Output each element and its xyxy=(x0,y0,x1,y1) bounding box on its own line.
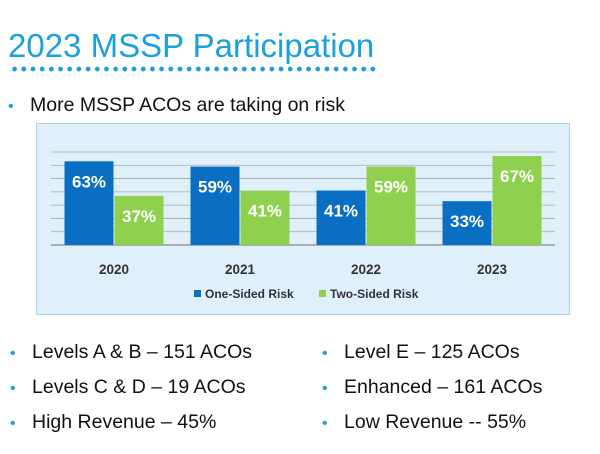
data-label: 33% xyxy=(450,212,484,231)
bullet-right-2-text: Enhanced – 161 ACOs xyxy=(344,376,543,398)
bar-two-sided-2020 xyxy=(114,195,164,245)
bullet-left-3-text: High Revenue – 45% xyxy=(32,411,217,433)
bullet-right-2: • Enhanced – 161 ACOs xyxy=(322,375,542,401)
bullet-right-1: • Level E – 125 ACOs xyxy=(322,340,520,366)
bar-one-sided-2022 xyxy=(316,190,366,245)
bar-two-sided-2023 xyxy=(492,155,542,245)
bar-two-sided-2021 xyxy=(240,190,290,245)
data-label: 59% xyxy=(198,178,232,197)
bullet-right-3-text: Low Revenue -- 55% xyxy=(344,411,527,433)
bullet-left-2-text: Levels C & D – 19 ACOs xyxy=(32,376,246,398)
bullet-left-1-text: Levels A & B – 151 ACOs xyxy=(32,341,253,363)
category-label: 2020 xyxy=(99,262,129,277)
data-label: 59% xyxy=(374,178,408,197)
bullet-left-3: • High Revenue – 45% xyxy=(10,410,216,436)
data-label: 63% xyxy=(72,172,106,191)
bullet-right-3: • Low Revenue -- 55% xyxy=(322,410,526,436)
category-label: 2023 xyxy=(477,262,508,277)
legend-label-one-sided: One-Sided Risk xyxy=(205,287,294,301)
legend-swatch-one-sided xyxy=(194,290,201,297)
data-label: 67% xyxy=(500,167,534,186)
legend-swatch-two-sided xyxy=(319,290,326,297)
bar-two-sided-2022 xyxy=(366,166,416,245)
legend-label-two-sided: Two-Sided Risk xyxy=(330,287,419,301)
category-label: 2022 xyxy=(351,262,381,277)
chart-frame: 63% 37% 2020 59% 41% 2021 41% 59% 2022 33% 67% 2023… xyxy=(36,123,570,315)
category-label: 2021 xyxy=(225,262,256,277)
bullet-icon: • xyxy=(322,415,328,432)
data-label: 37% xyxy=(122,207,156,226)
bullet-icon: • xyxy=(322,345,328,362)
bullet-icon: • xyxy=(10,345,16,362)
bullet-icon: • xyxy=(8,98,14,115)
bullet-left-1: • Levels A & B – 151 ACOs xyxy=(10,340,252,366)
data-label: 41% xyxy=(248,202,282,221)
bar-one-sided-2023 xyxy=(442,201,492,245)
title-dotted-underline xyxy=(10,66,378,72)
bullet-right-1-text: Level E – 125 ACOs xyxy=(344,341,520,363)
bullet-icon: • xyxy=(322,380,328,397)
data-label: 41% xyxy=(324,202,358,221)
intro-bullet: • More MSSP ACOs are taking on risk xyxy=(8,93,345,119)
bullet-icon: • xyxy=(10,380,16,397)
bar-one-sided-2021 xyxy=(190,166,240,245)
intro-bullet-text: More MSSP ACOs are taking on risk xyxy=(30,94,346,116)
risk-bar-chart: 63% 37% 2020 59% 41% 2021 41% 59% 2022 33% 67% 2023… xyxy=(51,151,555,301)
slide-title: 2023 MSSP Participation xyxy=(8,27,375,64)
bullet-icon: • xyxy=(10,415,16,432)
bullet-left-2: • Levels C & D – 19 ACOs xyxy=(10,375,246,401)
bar-one-sided-2020 xyxy=(64,161,114,245)
